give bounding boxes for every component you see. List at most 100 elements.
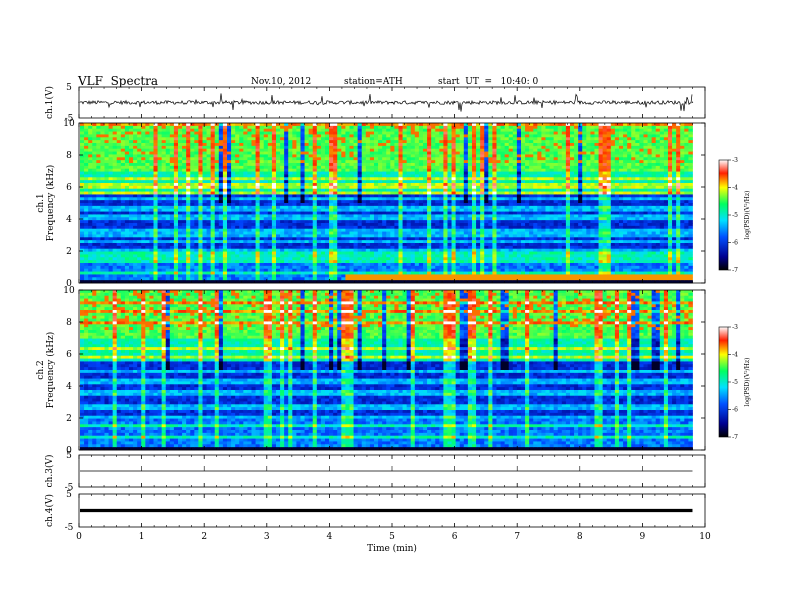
psd-cell bbox=[329, 211, 334, 215]
psd-cell bbox=[112, 208, 118, 212]
psd-cell bbox=[292, 123, 297, 127]
psd-cell bbox=[218, 148, 224, 152]
psd-cell bbox=[410, 134, 416, 138]
psd-cell bbox=[145, 197, 150, 201]
psd-cell bbox=[182, 220, 187, 224]
psd-cell bbox=[341, 208, 346, 212]
psd-cell bbox=[427, 197, 432, 201]
psd-cell bbox=[137, 214, 142, 218]
psd-cell bbox=[292, 134, 297, 138]
psd-cell bbox=[173, 134, 179, 138]
psd-cell bbox=[431, 145, 436, 150]
psd-cell bbox=[280, 243, 285, 247]
psd-cell bbox=[349, 214, 354, 218]
psd-cell bbox=[402, 143, 408, 147]
psd-cell bbox=[153, 165, 158, 170]
psd-cell bbox=[382, 200, 387, 204]
psd-cell bbox=[329, 180, 334, 184]
psd-cell bbox=[345, 234, 350, 238]
psd-cell bbox=[280, 251, 285, 255]
psd-cell bbox=[357, 254, 363, 258]
psd-cell bbox=[406, 217, 412, 221]
psd-cell bbox=[422, 248, 428, 252]
psd-cell bbox=[427, 180, 432, 184]
psd-cell bbox=[84, 148, 89, 152]
psd-cell bbox=[169, 163, 175, 167]
psd-cell bbox=[271, 274, 277, 278]
psd-cell bbox=[271, 208, 277, 212]
psd-cell bbox=[341, 171, 346, 175]
psd-cell bbox=[218, 248, 224, 252]
psd-cell bbox=[345, 277, 350, 281]
psd-cell bbox=[206, 163, 212, 167]
psd-cell bbox=[410, 194, 416, 198]
psd-cell bbox=[329, 157, 334, 161]
psd-cell bbox=[129, 154, 134, 158]
psd-cell bbox=[398, 171, 403, 175]
psd-cell bbox=[296, 211, 301, 215]
psd-cell bbox=[333, 188, 338, 192]
psd-cell bbox=[137, 134, 142, 138]
psd-cell bbox=[206, 177, 212, 181]
psd-cell bbox=[235, 171, 240, 175]
psd-cell bbox=[190, 231, 195, 235]
psd-cell bbox=[427, 205, 432, 210]
psd-cell bbox=[182, 163, 187, 167]
psd-cell bbox=[427, 185, 432, 190]
psd-cell bbox=[218, 128, 224, 132]
psd-cell bbox=[124, 211, 130, 215]
psd-cell bbox=[104, 165, 109, 170]
psd-cell bbox=[406, 245, 412, 250]
psd-cell bbox=[194, 174, 199, 178]
psd-cell bbox=[288, 205, 293, 210]
psd-cell bbox=[80, 271, 85, 275]
psd-cell bbox=[349, 180, 354, 184]
psd-cell bbox=[263, 277, 269, 281]
psd-cell bbox=[284, 228, 289, 232]
psd-cell bbox=[222, 271, 228, 275]
psd-cell bbox=[267, 251, 273, 255]
psd-cell bbox=[202, 217, 207, 221]
psd-cell bbox=[161, 185, 167, 190]
psd-cell bbox=[108, 208, 114, 212]
psd-cell bbox=[414, 197, 420, 201]
psd-cell bbox=[96, 203, 101, 207]
psd-cell bbox=[165, 163, 171, 167]
psd-cell bbox=[406, 128, 412, 132]
psd-cell bbox=[96, 217, 101, 221]
psd-cell bbox=[239, 211, 244, 215]
psd-cell bbox=[124, 274, 130, 278]
psd-cell bbox=[263, 154, 269, 158]
psd-cell bbox=[141, 183, 146, 187]
psd-cell bbox=[316, 157, 322, 161]
psd-cell bbox=[198, 271, 203, 275]
psd-cell bbox=[316, 200, 322, 204]
psd-cell bbox=[402, 151, 408, 155]
psd-cell bbox=[88, 260, 93, 264]
psd-cell bbox=[373, 123, 379, 127]
psd-cell bbox=[186, 194, 191, 198]
psd-cell bbox=[80, 231, 85, 235]
psd-cell bbox=[235, 257, 240, 261]
psd-cell bbox=[422, 145, 428, 150]
psd-cell bbox=[312, 240, 318, 244]
psd-cell bbox=[382, 248, 387, 252]
psd-cell bbox=[190, 245, 195, 250]
psd-cell bbox=[402, 188, 408, 192]
psd-cell bbox=[100, 271, 105, 275]
psd-cell bbox=[312, 277, 318, 281]
psd-cell bbox=[361, 185, 367, 190]
psd-cell bbox=[369, 243, 375, 247]
psd-cell bbox=[173, 263, 179, 267]
psd-cell bbox=[239, 137, 244, 141]
psd-cell bbox=[112, 260, 118, 264]
psd-cell bbox=[320, 268, 326, 272]
observation-date: Nov.10, 2012 bbox=[251, 77, 312, 87]
psd-cell bbox=[341, 257, 346, 261]
psd-cell bbox=[308, 168, 314, 172]
psd-cell bbox=[365, 257, 371, 261]
psd-cell bbox=[422, 163, 428, 167]
psd-cell bbox=[378, 137, 383, 141]
psd-cell bbox=[96, 248, 101, 252]
psd-cell bbox=[194, 165, 199, 170]
